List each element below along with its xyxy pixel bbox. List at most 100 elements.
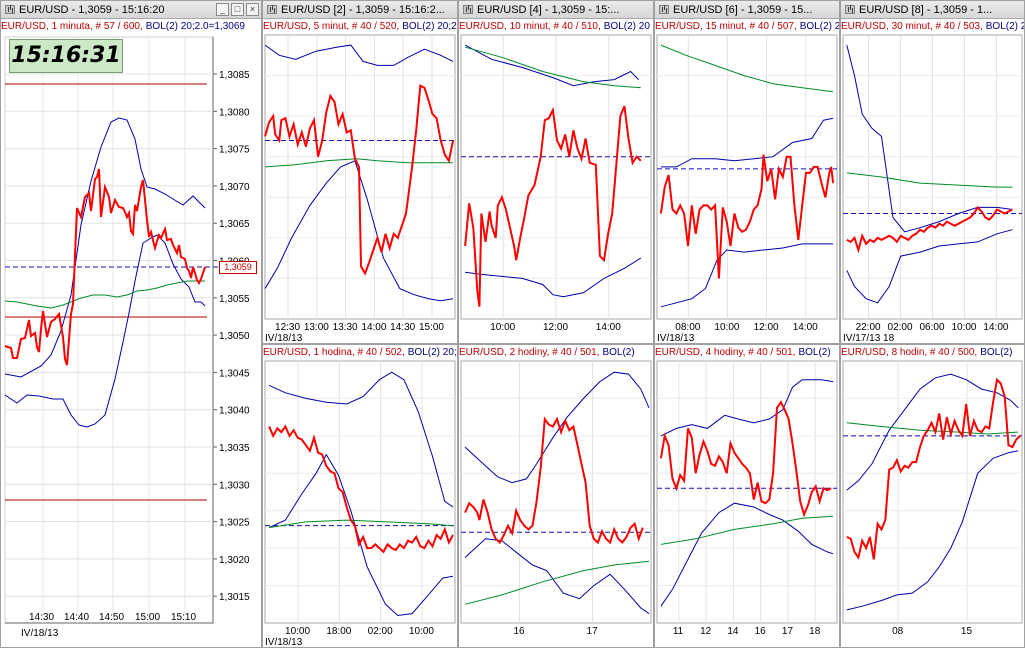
main-chart-window[interactable]: EUR/USD - 1,3059 - 15:16:20 _ □ × EUR/US… — [0, 0, 262, 648]
bollinger-upper-band — [4, 117, 206, 378]
chart-titlebar[interactable]: EUR/USD [6] - 1,3059 - 15... — [655, 1, 839, 19]
price-axis-label: 1,3080 — [219, 107, 250, 118]
chart-window[interactable]: EUR/USD [4] - 1,3059 - 15:... EUR/USD, 10… — [458, 0, 654, 344]
time-axis-label: 10:00 — [490, 322, 515, 333]
moving-average-line — [846, 172, 1013, 188]
bollinger-upper-band — [846, 44, 1013, 233]
price-axis-label: 1,3070 — [219, 182, 250, 193]
price-line — [846, 377, 1021, 560]
chart-plot[interactable]: EUR/USD, 1 hodina, # 40 / 502, BOL(2) 20;… — [263, 345, 458, 648]
chart-window[interactable]: EUR/USD [2] - 1,3059 - 15:16:2... EUR/USD… — [262, 0, 458, 344]
time-axis-label: 12:30 — [275, 322, 300, 333]
time-axis-label: 16 — [755, 626, 767, 637]
chart-window[interactable]: EUR/USD [8] - 1,3059 - 1... EUR/USD, 30 m… — [840, 0, 1025, 344]
plot-area — [656, 34, 838, 320]
time-axis-label: 06:00 — [920, 322, 945, 333]
chart-window-icon — [845, 5, 855, 14]
time-axis-label: 02:00 — [368, 626, 393, 637]
plot-area — [656, 360, 838, 624]
bollinger-upper-band — [464, 371, 650, 484]
bollinger-lower-band — [660, 502, 834, 607]
price-line — [464, 105, 642, 307]
time-axis-label: 02:00 — [888, 322, 913, 333]
chart-title: EUR/USD [6] - 1,3059 - 15... — [673, 4, 813, 16]
chart-plot[interactable]: EUR/USD, 4 hodiny, # 40 / 501, BOL(2) 11 12… — [655, 345, 840, 648]
chart-window[interactable]: EUR/USD, 1 hodina, # 40 / 502, BOL(2) 20;… — [262, 344, 458, 648]
chart-plot[interactable]: EUR/USD, 8 hodin, # 40 / 500, BOL(2) 08 15 — [841, 345, 1025, 648]
price-axis-label: 1,3055 — [219, 294, 250, 305]
price-line — [659, 400, 832, 518]
time-axis-label: 12 — [700, 626, 712, 637]
time-axis-label: 10:00 — [714, 322, 739, 333]
chart-info-line: EUR/USD, 15 minut, # 40 / 507,BOL(2) 20 — [655, 21, 840, 32]
chart-info-line: EUR/USD, 5 minut, # 40 / 520, BOL(2) 20;2… — [263, 21, 458, 32]
time-axis-label: 08:00 — [675, 322, 700, 333]
chart-window[interactable]: EUR/USD, 8 hodin, # 40 / 500, BOL(2) 08 15 — [840, 344, 1025, 648]
chart-info-line: EUR/USD, 8 hodin, # 40 / 500, BOL(2) — [841, 347, 1012, 358]
chart-plot[interactable]: EUR/USD, 15 minut, # 40 / 507,BOL(2) 20 0… — [655, 19, 840, 344]
chart-title: EUR/USD [4] - 1,3059 - 15:... — [477, 4, 620, 16]
price-axis-label: 1,3035 — [219, 443, 250, 454]
main-chart-plot[interactable]: EUR/USD, 1 minuta, # 57 / 600, BOL(2) 20;… — [1, 19, 262, 648]
main-chart-titlebar[interactable]: EUR/USD - 1,3059 - 15:16:20 _ □ × — [1, 1, 261, 19]
main-plot-area — [4, 36, 214, 624]
chart-title: EUR/USD [2] - 1,3059 - 15:16:2... — [281, 4, 445, 16]
chart-plot[interactable]: EUR/USD, 2 hodiny, # 40 / 501, BOL(2) 16 17 — [459, 345, 654, 648]
bollinger-upper-band — [464, 44, 640, 87]
plot-area — [264, 34, 456, 320]
time-axis-label: 10:00 — [951, 322, 976, 333]
price-axis-labels: 1,30851,30801,30751,30701,30651,30601,30… — [219, 70, 250, 603]
time-axis-label: 14:30 — [29, 612, 54, 623]
time-axis-label: 10:00 — [409, 626, 434, 637]
chart-window[interactable]: EUR/USD [6] - 1,3059 - 15... EUR/USD, 15 … — [654, 0, 840, 344]
price-axis-label: 1,3075 — [219, 145, 250, 156]
chart-titlebar[interactable]: EUR/USD [8] - 1,3059 - 1... — [841, 1, 1024, 19]
time-axis-label: 14:00 — [793, 322, 818, 333]
price-line — [846, 205, 1013, 254]
chart-window-icon — [5, 5, 15, 14]
chart-window-icon — [659, 5, 669, 14]
moving-average-line — [269, 519, 454, 529]
time-axis-label: 11 — [673, 626, 684, 637]
chart-info-line: EUR/USD, 10 minut, # 40 / 510, BOL(2) 20 — [459, 21, 650, 32]
price-axis-label: 1,3085 — [219, 70, 250, 81]
price-axis-label: 1,3025 — [219, 518, 250, 529]
minimize-icon[interactable]: _ — [216, 3, 229, 16]
chart-plot[interactable]: EUR/USD, 30 minut, # 40 / 503, BOL(2) 2 22… — [841, 19, 1025, 344]
bollinger-lower-band — [264, 160, 454, 302]
price-axis-label: 1,3040 — [219, 406, 250, 417]
moving-average-line — [660, 44, 834, 93]
time-grid — [42, 37, 186, 623]
price-line — [264, 84, 454, 276]
chart-plot[interactable]: EUR/USD, 10 minut, # 40 / 510, BOL(2) 20 1… — [459, 19, 654, 344]
chart-info-line: EUR/USD, 2 hodiny, # 40 / 501, BOL(2) — [459, 347, 635, 358]
bollinger-lower-band — [4, 234, 206, 428]
chart-window[interactable]: EUR/USD, 4 hodiny, # 40 / 501, BOL(2) 11 12… — [654, 344, 840, 648]
bollinger-lower-band — [465, 257, 642, 298]
chart-plot[interactable]: EUR/USD, 5 minut, # 40 / 520, BOL(2) 20;2… — [263, 19, 458, 344]
chart-window-icon — [463, 5, 473, 14]
time-axis-label: 14:50 — [99, 612, 124, 623]
moving-average-line — [464, 46, 641, 89]
main-chart-info-line: EUR/USD, 1 minuta, # 57 / 600, BOL(2) 20;… — [1, 21, 245, 32]
moving-average-line — [660, 515, 834, 545]
time-axis-label: 13:00 — [304, 322, 329, 333]
maximize-icon[interactable]: □ — [231, 3, 244, 16]
main-date-label: IV/18/13 — [21, 628, 59, 639]
chart-titlebar[interactable]: EUR/USD [2] - 1,3059 - 15:16:2... — [263, 1, 457, 19]
bollinger-upper-band — [268, 371, 454, 508]
time-axis-label: 18:00 — [326, 626, 351, 637]
clock-display: 15:16:31 — [9, 39, 123, 73]
time-axis-label: 10:00 — [285, 626, 310, 637]
time-axis-label: 22:00 — [856, 322, 881, 333]
close-icon[interactable]: × — [246, 3, 259, 16]
time-axis-label: 15 — [961, 626, 973, 637]
time-axis-label: 12:00 — [754, 322, 779, 333]
chart-window[interactable]: EUR/USD, 2 hodiny, # 40 / 501, BOL(2) 16 17 — [458, 344, 654, 648]
price-axis-label: 1,3020 — [219, 555, 250, 566]
chart-date-label: IV/18/13 — [657, 333, 695, 344]
chart-titlebar[interactable]: EUR/USD [4] - 1,3059 - 15:... — [459, 1, 653, 19]
plot-area — [264, 360, 456, 624]
time-axis-label: 17 — [587, 626, 599, 637]
chart-info-line: EUR/USD, 4 hodiny, # 40 / 501, BOL(2) — [655, 347, 831, 358]
